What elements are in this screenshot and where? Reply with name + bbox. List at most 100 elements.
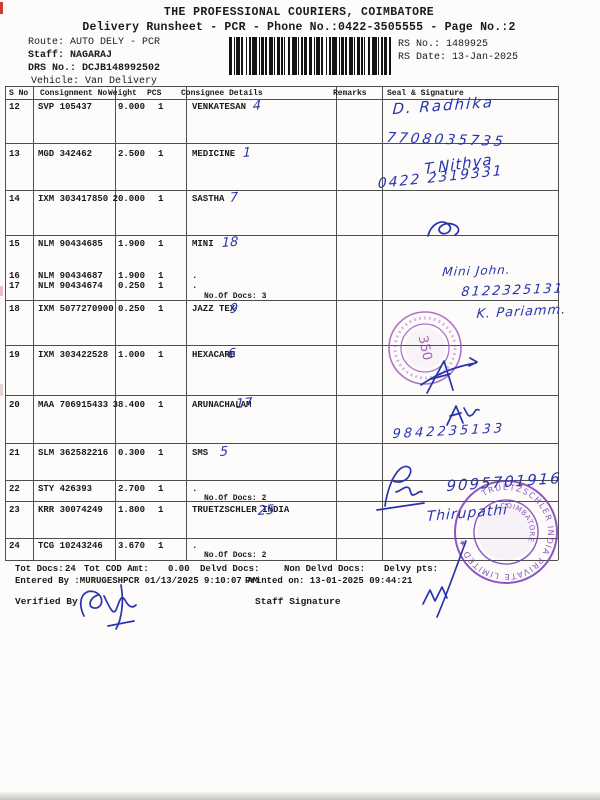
row-pcs: 1: [158, 350, 164, 360]
row-pcs: 1: [158, 194, 164, 204]
pink-edge-mark: [0, 286, 3, 296]
row-sno: 12: [9, 102, 20, 112]
row-consignment: IXM 303422528: [38, 350, 109, 360]
row-weight: 1.900: [117, 239, 145, 249]
row-sno: 18: [9, 304, 20, 314]
grid-hline: [5, 480, 558, 481]
row-pcs: 1: [158, 505, 164, 515]
row-sno: 24: [9, 541, 20, 551]
barcode-icon: [229, 37, 391, 75]
row-consignment: TCG 10243246: [38, 541, 103, 551]
small-round-stamp: 350: [388, 311, 462, 385]
row-consignment: MGD 342462: [38, 149, 93, 159]
vehicle-value: Van Delivery: [85, 76, 158, 87]
rs-date-label: RS Date:: [398, 52, 447, 63]
row-sno: 23: [9, 505, 20, 515]
red-edge-mark: [0, 2, 3, 14]
route-line: Route: AUTO DELY - PCR: [28, 37, 160, 48]
grid-hline: [5, 443, 558, 444]
row-consignment: NLM 90434687: [38, 271, 103, 281]
row-pcs: 1: [158, 484, 164, 494]
grid-hline: [5, 300, 558, 301]
row-consignment: NLM 90434674: [38, 281, 103, 291]
grid-vline: [33, 86, 34, 560]
entered-by: Entered By :MURUGESHPCR 01/13/2025 9:10:…: [15, 576, 259, 586]
grid-hline: [5, 538, 558, 539]
col-header-seal: Seal & Signature: [387, 89, 464, 98]
drs-label: DRS No.:: [28, 63, 77, 74]
col-header-weight: Weight: [108, 89, 137, 98]
drs-value: DCJB148992502: [82, 63, 161, 74]
grid-vline: [558, 86, 559, 560]
row-pcs: 1: [158, 149, 164, 159]
row-pcs: 1: [158, 102, 164, 112]
delvy-label: Delvy pts:: [384, 564, 439, 574]
row-consignment: NLM 90434685: [38, 239, 103, 249]
small-stamp-number: 350: [415, 334, 435, 361]
grid-hline: [5, 345, 558, 346]
row-pcs: 1: [158, 304, 164, 314]
handwritten-count: 25: [257, 502, 275, 520]
signature-row14: [427, 221, 460, 237]
rs-no-label: RS No.:: [398, 39, 441, 50]
signature-verified: [79, 584, 137, 630]
tot-docs-label: Tot Docs:: [15, 564, 64, 574]
staff-label: Staff:: [28, 50, 65, 61]
row-consignee: ARUNACHALAM: [192, 400, 252, 410]
row-pcs: 1: [158, 541, 164, 551]
route-value: AUTO DELY - PCR: [70, 37, 161, 48]
row-weight: 20.000: [112, 194, 145, 204]
handwritten-note: 8122325131: [460, 281, 565, 301]
cod-value: 0.00: [168, 564, 190, 574]
row-consignee: MEDICINE: [192, 149, 236, 159]
row-weight: 1.800: [117, 505, 145, 515]
col-header-consignment: Consignment No: [40, 89, 108, 98]
handwritten-note: 9842235133: [391, 421, 506, 443]
grid-vline: [382, 86, 383, 560]
handwritten-count: 4: [252, 98, 262, 115]
vehicle-line: Vehicle: Van Delivery: [31, 76, 157, 87]
route-label: Route:: [28, 37, 65, 48]
tot-docs-value: 24: [65, 564, 76, 574]
staff-line: Staff: NAGARAJ: [28, 50, 112, 61]
verified-by-label: Verified By: [15, 596, 78, 607]
vehicle-label: Vehicle:: [31, 76, 80, 87]
row-consignment: IXM 303417850: [38, 194, 109, 204]
handwritten-count: 6: [227, 346, 237, 363]
staff-value: NAGARAJ: [70, 50, 113, 61]
row-consignee: TRUETZSCHLER INDIA: [192, 505, 290, 515]
row-consignee: JAZZ TEX: [192, 304, 236, 314]
row-consignee: SMS: [192, 448, 209, 458]
row-consignee: .: [192, 281, 198, 291]
row-consignment: STY 426393: [38, 484, 93, 494]
row-consignee: HEXACARE: [192, 350, 236, 360]
cod-label: Tot COD Amt:: [84, 564, 149, 574]
row-consignee: MINI: [192, 239, 214, 249]
scan-bottom-edge: [0, 791, 600, 800]
handwritten-count: 17: [235, 395, 253, 413]
pink-edge-mark: [0, 384, 3, 396]
row-sno: 15: [9, 239, 20, 249]
grid-vline: [336, 86, 337, 560]
grid-hline: [5, 235, 558, 236]
handwritten-count: 7: [229, 190, 239, 207]
grid-vline: [5, 86, 6, 560]
truetzschler-stamp: TRUETZSCHLER INDIA PRIVATE LIMITED ★ COI…: [451, 477, 561, 587]
row-sno: 14: [9, 194, 20, 204]
row-sno: 13: [9, 149, 20, 159]
row-consignment: MAA 706915433: [38, 400, 109, 410]
doc-title: THE PROFESSIONAL COURIERS, COIMBATORE: [163, 6, 435, 19]
printed-on: Printed on: 13-01-2025 09:44:21: [245, 576, 413, 586]
grid-hline: [5, 86, 558, 87]
row-pcs: 1: [158, 400, 164, 410]
row-sno: 19: [9, 350, 20, 360]
row-weight: 0.250: [117, 304, 145, 314]
row-weight: 2.500: [117, 149, 145, 159]
row-sno: 17: [9, 281, 20, 291]
doc-subtitle: Delivery Runsheet - PCR - Phone No.:0422…: [82, 21, 516, 34]
handwritten-count: 9: [229, 301, 239, 318]
col-header-pcs: PCS: [147, 89, 162, 98]
row-pcs: 1: [158, 239, 164, 249]
row-consignment: SLM 362582216: [38, 448, 109, 458]
grid-hline: [5, 560, 558, 561]
